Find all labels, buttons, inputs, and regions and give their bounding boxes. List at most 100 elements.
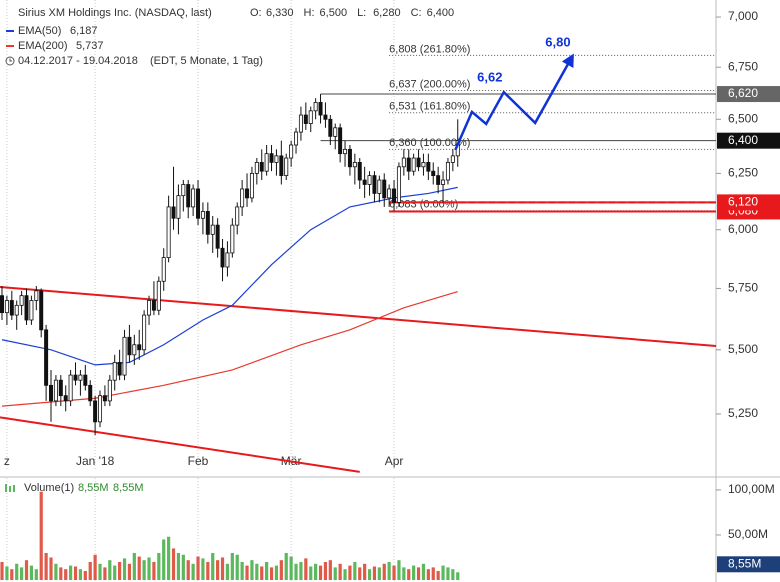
volume-title: Volume(1): [24, 482, 74, 494]
candle-body: [323, 114, 328, 120]
quote-value: 6,500: [320, 7, 348, 19]
volume-bar: [127, 563, 132, 580]
volume-bar: [10, 569, 14, 580]
volume-bar: [441, 565, 445, 580]
candle-body: [284, 157, 289, 177]
candle-body: [249, 172, 254, 199]
candle-body: [347, 148, 352, 168]
candle-body: [19, 295, 24, 306]
volume-bar: [328, 560, 332, 580]
volume-bar: [54, 563, 58, 580]
candle-body: [166, 206, 171, 258]
volume-bar: [103, 567, 107, 580]
candle-body: [205, 211, 210, 235]
candle-body: [274, 155, 279, 163]
price-tag: [717, 194, 780, 211]
volume-icon: [5, 484, 7, 492]
volume-bar: [20, 567, 24, 580]
candle-body: [245, 188, 250, 199]
candle-body: [142, 314, 147, 351]
y-tick-label: 5,500: [728, 342, 758, 356]
volume-bar: [397, 560, 401, 580]
y-tick-label: 6,000: [728, 222, 758, 236]
volume-bar: [88, 561, 92, 580]
fib-label: 6,637 (200.00%): [389, 78, 470, 90]
volume-bar: [98, 563, 102, 580]
volume-bar: [353, 561, 357, 580]
volume-bar: [250, 560, 254, 580]
candle-body: [53, 379, 58, 402]
y-tick-label: 5,750: [728, 281, 758, 295]
volume-tag: [717, 556, 780, 573]
candle-body: [156, 280, 161, 311]
candle-body: [352, 162, 357, 168]
candle-body: [392, 188, 397, 203]
candle-body: [34, 290, 39, 301]
volume-bar: [338, 563, 342, 580]
volume-icon: [13, 485, 15, 492]
quote-value: 6,280: [373, 7, 401, 19]
candle-body: [343, 148, 348, 155]
candle-body: [215, 224, 220, 249]
candle-body: [269, 153, 274, 163]
candle-body: [63, 395, 68, 402]
candle-body: [127, 336, 132, 356]
candle-body: [357, 162, 362, 181]
period: 04.12.2017 - 19.04.2018: [18, 55, 138, 67]
volume-bar: [167, 536, 171, 580]
volume-bar: [69, 565, 73, 580]
candle-body: [333, 127, 338, 137]
y-tick-label: 50,00M: [728, 527, 768, 541]
volume-bar: [186, 560, 190, 580]
candle-body: [264, 153, 269, 172]
volume-bar: [15, 563, 19, 580]
volume-bar: [64, 569, 68, 580]
volume-bar: [392, 565, 396, 580]
candle-body: [338, 127, 343, 155]
candle-body: [107, 379, 112, 402]
volume-bar: [382, 563, 386, 580]
candle-body: [318, 102, 323, 116]
volume-bar: [289, 556, 293, 580]
candle-body: [308, 110, 313, 124]
candle-body: [313, 102, 318, 112]
candle-body: [436, 175, 441, 185]
volume-bar: [333, 567, 337, 580]
projection-label: 6,62: [477, 70, 502, 85]
volume-bar: [108, 560, 112, 580]
candle-body: [382, 179, 387, 199]
quote-name: C:: [411, 7, 422, 19]
candle-body: [49, 384, 54, 402]
volume-bar: [220, 557, 225, 580]
volume-bar: [367, 569, 372, 580]
price-tag-label: 6,120: [728, 195, 758, 209]
candle-body: [181, 184, 186, 197]
clock-icon: [9, 58, 12, 62]
candle-body: [93, 400, 98, 423]
volume-bar: [78, 569, 83, 580]
candle-body: [14, 304, 19, 316]
volume-bar: [314, 563, 318, 580]
candle-body: [137, 344, 142, 351]
volume-bar: [206, 561, 210, 580]
y-tick-label: 6,250: [728, 166, 758, 180]
volume-bar: [279, 560, 283, 580]
volume-bar: [255, 563, 259, 580]
y-tick-label: 6,500: [728, 111, 758, 125]
candle-body: [88, 384, 93, 402]
projection-label: 6,80: [545, 34, 570, 49]
volume-icon: [9, 486, 11, 492]
candle-body: [186, 184, 191, 208]
volume-bar: [201, 558, 205, 580]
title: Sirius XM Holdings Inc. (NASDAQ, last): [18, 7, 212, 19]
candle-body: [362, 179, 367, 185]
volume-bar: [225, 563, 230, 580]
volume-bar: [416, 567, 421, 580]
candle-body: [416, 157, 421, 168]
subtitle: (EDT, 5 Monate, 1 Tag): [150, 55, 263, 67]
candle-body: [200, 211, 205, 219]
legend-value: 8,55M: [113, 482, 144, 494]
volume-bar: [309, 566, 313, 580]
